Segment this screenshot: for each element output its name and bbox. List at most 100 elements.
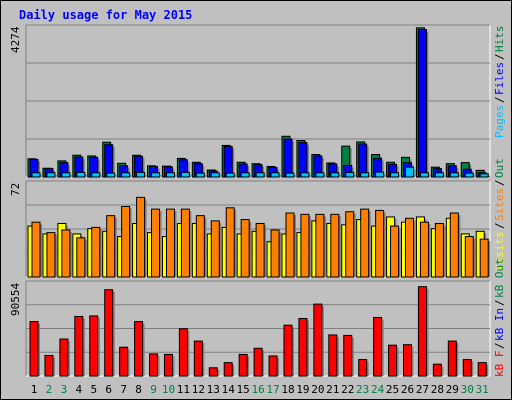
pages-bar-7 (121, 172, 132, 178)
day-label-6: 6 (105, 383, 112, 396)
day-label-19: 19 (296, 383, 309, 396)
pages-bar-27-fill (419, 172, 429, 178)
kbytes-bar-15-fill (238, 353, 248, 377)
kbytes-bar-17-fill (268, 355, 278, 377)
files-bar-18 (283, 138, 294, 178)
pages-bar-31 (479, 173, 491, 178)
day-label-20: 20 (311, 383, 324, 396)
sites-bar-23-fill (360, 208, 370, 278)
kbytes-bar-29-fill (447, 340, 457, 377)
pages-bar-12-fill (195, 172, 205, 178)
pages-bar-26 (405, 166, 416, 178)
day-label-3: 3 (61, 383, 68, 396)
kbytes-bar-31 (477, 362, 489, 377)
sites-bar-7-fill (121, 206, 131, 278)
kbytes-bar-31-fill (477, 362, 487, 377)
kbytes-bar-1 (29, 321, 40, 377)
sites-bar-21-fill (330, 213, 340, 278)
pages-bar-17-fill (270, 172, 280, 178)
day-label-21: 21 (326, 383, 339, 396)
kbytes-bar-10-fill (163, 353, 173, 377)
kbytes-bar-27 (417, 286, 429, 377)
day-label-7: 7 (120, 383, 127, 396)
sites-bar-11-fill (180, 208, 190, 278)
kbytes-bar-21-fill (328, 334, 338, 377)
kbytes-bar-20-fill (313, 303, 323, 377)
sites-bar-20-fill (315, 213, 325, 278)
legend-2-separator: / (493, 222, 506, 229)
sites-bar-31-fill (479, 238, 489, 278)
kbytes-bar-7-fill (119, 346, 129, 377)
pages-bar-19-fill (300, 172, 310, 178)
kbytes-bar-23-fill (358, 359, 368, 377)
pages-bar-20-fill (315, 172, 325, 178)
files-bar-19 (298, 142, 309, 178)
sites-bar-15 (240, 219, 252, 278)
kbytes-bar-11-fill (178, 328, 188, 377)
sites-bar-6-fill (106, 215, 116, 278)
day-label-12: 12 (192, 383, 205, 396)
sites-bar-17 (270, 229, 282, 278)
sites-bar-27-fill (419, 221, 429, 278)
kbytes-bar-24 (373, 316, 384, 377)
sites-bar-30-fill (464, 236, 474, 278)
day-label-13: 13 (207, 383, 220, 396)
kbytes-bar-15 (238, 353, 250, 377)
sites-bar-17-fill (270, 229, 280, 278)
kbytes-bar-12-fill (193, 340, 203, 377)
day-label-29: 29 (446, 383, 459, 396)
pages-bar-5-fill (91, 172, 101, 178)
sites-bar-3 (61, 229, 72, 278)
pages-bar-15 (240, 172, 252, 178)
sites-bar-4-fill (76, 237, 86, 278)
legend-3-kb-f: kB F (493, 351, 506, 378)
kbytes-bar-28 (432, 363, 444, 377)
day-label-5: 5 (90, 383, 97, 396)
day-label-25: 25 (386, 383, 399, 396)
kbytes-bar-16-fill (253, 347, 263, 377)
kbytes-bar-24-fill (373, 316, 383, 377)
panel-1-max-label: 4274 (9, 26, 22, 53)
sites-bar-28-fill (434, 222, 444, 278)
day-label-2: 2 (46, 383, 53, 396)
kbytes-bar-9-fill (149, 353, 159, 377)
sites-bar-26-fill (405, 217, 414, 278)
pages-bar-15-fill (240, 172, 250, 178)
kbytes-bar-5-fill (89, 315, 99, 377)
sites-bar-29 (449, 212, 461, 278)
legend-1-separator: / (493, 53, 506, 60)
pages-bar-28 (434, 172, 446, 178)
sites-bar-2-fill (46, 232, 56, 278)
sites-bar-16-fill (255, 222, 265, 278)
pages-bar-2-fill (46, 172, 56, 178)
sites-bar-13-fill (210, 220, 220, 278)
sites-bar-10-fill (165, 208, 175, 278)
files-bar-6 (104, 144, 115, 178)
kbytes-bar-22 (343, 334, 354, 377)
pages-bar-8 (136, 171, 147, 178)
legend-3-separator: / (493, 299, 506, 306)
files-bar-6-fill (104, 144, 114, 178)
sites-bar-30 (464, 236, 476, 278)
pages-bar-13-fill (210, 172, 220, 178)
day-label-15: 15 (237, 383, 250, 396)
pages-bar-2 (46, 172, 57, 178)
sites-bar-27 (419, 221, 431, 278)
pages-bar-1-fill (31, 172, 41, 178)
sites-bar-13 (210, 220, 222, 278)
kbytes-bar-14 (223, 362, 235, 377)
sites-bar-3-fill (61, 229, 71, 278)
legend-1-files: Files (493, 62, 506, 95)
legend-1-hits: Hits (493, 26, 506, 53)
pages-bar-16 (255, 172, 267, 178)
files-bar-19-fill (298, 142, 308, 178)
kbytes-bar-30 (462, 359, 474, 377)
pages-bar-5 (91, 172, 102, 178)
day-label-22: 22 (341, 383, 354, 396)
files-bar-27-fill (417, 29, 427, 178)
files-bar-14-fill (223, 145, 233, 178)
kbytes-bar-26 (403, 344, 414, 377)
pages-bar-18-fill (285, 172, 295, 178)
pages-bar-21 (330, 172, 341, 178)
legend-2-separator: / (493, 179, 506, 186)
